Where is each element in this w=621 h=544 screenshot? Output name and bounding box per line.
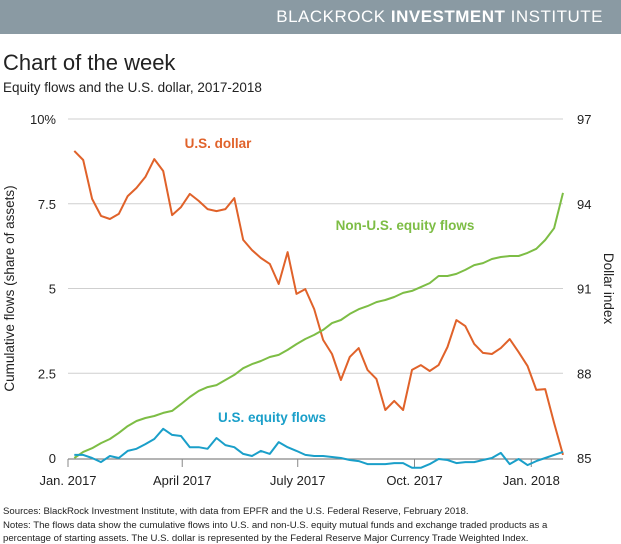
x-tick-label: April 2017 (153, 473, 212, 488)
brand-logo: BLACKROCK INVESTMENT INSTITUTE (276, 7, 603, 26)
x-tick-label: Oct. 2017 (386, 473, 442, 488)
notes-line-2: percentage of starting assets. The U.S. … (3, 533, 529, 544)
notes-line-1: Notes: The flows data show the cumulativ… (3, 520, 548, 531)
series-line-u-s-equity-flows (74, 427, 564, 469)
left-axis-title: Cumulative flows (share of assets) (2, 185, 17, 391)
series-line-u-s-dollar (73, 150, 564, 456)
sources-note: Sources: BlackRock Investment Institute,… (3, 506, 469, 517)
x-tick-label: July 2017 (270, 473, 326, 488)
chart-subtitle: Equity flows and the U.S. dollar, 2017-2… (3, 80, 262, 95)
left-tick-label: 0 (49, 451, 56, 466)
right-tick-label: 94 (577, 197, 591, 212)
x-tick-label: Jan. 2018 (503, 473, 560, 488)
series-label: U.S. dollar (185, 136, 253, 151)
header-bar: BLACKROCK INVESTMENT INSTITUTE (0, 0, 621, 34)
left-tick-label: 2.5 (38, 366, 56, 381)
left-tick-label: 7.5 (38, 197, 56, 212)
right-tick-label: 91 (577, 282, 591, 297)
page-title: Chart of the week (3, 50, 176, 75)
right-tick-label: 85 (577, 451, 591, 466)
chart: 0 2.5 5 7.5 10% 85 88 91 94 97 Jan. 2017 April 2017… (2, 112, 616, 488)
series-line-non-u-s-equity-flows (73, 192, 564, 459)
series-label: Non-U.S. equity flows (336, 218, 475, 233)
series-label: U.S. equity flows (218, 410, 326, 425)
right-tick-label: 88 (577, 366, 591, 381)
x-tick-label: Jan. 2017 (39, 473, 96, 488)
right-axis-title: Dollar index (601, 253, 616, 325)
left-tick-label: 10% (30, 112, 56, 127)
right-tick-label: 97 (577, 112, 591, 127)
left-tick-label: 5 (49, 282, 56, 297)
